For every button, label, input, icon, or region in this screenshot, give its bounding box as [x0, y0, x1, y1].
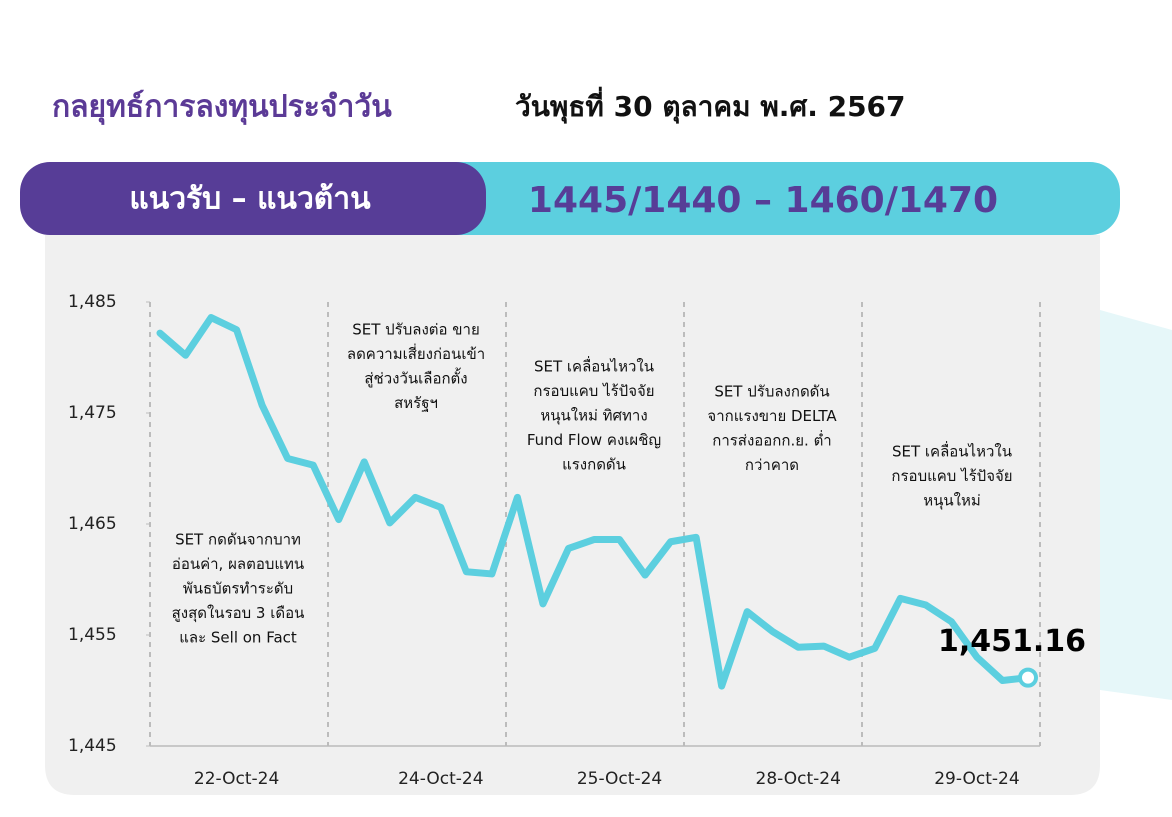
annotation: พันธบัตรทำระดับ — [183, 580, 293, 598]
annotation: อ่อนค่า, ผลตอบแทน — [172, 555, 304, 573]
annotation: SET เคลื่อนไหวใน — [892, 441, 1012, 461]
end-marker — [1018, 667, 1038, 688]
y-tick-label: 1,485 — [68, 292, 117, 312]
annotation: Fund Flow คงเผชิญ — [527, 431, 661, 449]
y-tick-label: 1,455 — [68, 625, 117, 645]
range-label-bg — [20, 162, 486, 235]
annotation: หนุนใหม่ ทิศทาง — [540, 407, 647, 426]
annotation: SET เคลื่อนไหวใน — [534, 356, 654, 376]
decor — [1100, 310, 1172, 700]
annotation: SET ปรับลงกดดัน — [714, 383, 829, 401]
y-tick-label: 1,445 — [68, 736, 117, 756]
annotation: กว่าคาด — [745, 456, 799, 474]
annotation: ลดความเสี่ยงก่อนเข้า — [347, 343, 485, 363]
range-value: 1445/1440 – 1460/1470 — [528, 180, 998, 221]
title: กลยุทธ์การลงทุนประจำวัน — [52, 90, 392, 126]
value-label: 1,451.16 — [938, 624, 1086, 659]
annotation: และ Sell on Fact — [179, 629, 297, 647]
annotation: สู่ช่วงวันเลือกตั้ง — [364, 368, 467, 388]
x-tick-label: 29-Oct-24 — [934, 769, 1019, 789]
x-tick-label: 25-Oct-24 — [577, 769, 662, 789]
date: วันพุธที่ 30 ตุลาคม พ.ศ. 2567 — [515, 86, 906, 124]
annotation: สูงสุดในรอบ 3 เดือน — [172, 604, 305, 623]
annotation: กรอบแคบ ไร้ปัจจัย — [891, 467, 1012, 485]
range-bar-bg — [400, 162, 1120, 235]
annotation: SET กดดันจากบาท — [175, 531, 301, 549]
annotation: การส่งออกก.ย. ต่ำ — [712, 430, 831, 450]
plot: 1,445 1,455 1,465 1,475 1,485 22-Oct-24 24-Oct… — [68, 292, 1086, 789]
range-label: แนวรับ – แนวต้าน — [129, 182, 371, 217]
series-line — [156, 314, 1032, 690]
annotation: แรงกดดัน — [562, 456, 626, 474]
annotation: กรอบแคบ ไร้ปัจจัย — [533, 382, 654, 400]
annotation: สหรัฐฯ — [394, 394, 438, 412]
y-tick-label: 1,465 — [68, 514, 117, 534]
annotation: SET ปรับลงต่อ ขาย — [352, 321, 480, 339]
x-tick-label: 28-Oct-24 — [756, 769, 841, 789]
annotation: หนุนใหม่ — [923, 492, 981, 511]
chart-panel — [45, 235, 1100, 795]
y-tick-label: 1,475 — [68, 403, 117, 423]
x-tick-label: 24-Oct-24 — [398, 769, 483, 789]
x-tick-label: 22-Oct-24 — [194, 769, 279, 789]
annotation: จากแรงขาย DELTA — [707, 407, 837, 425]
